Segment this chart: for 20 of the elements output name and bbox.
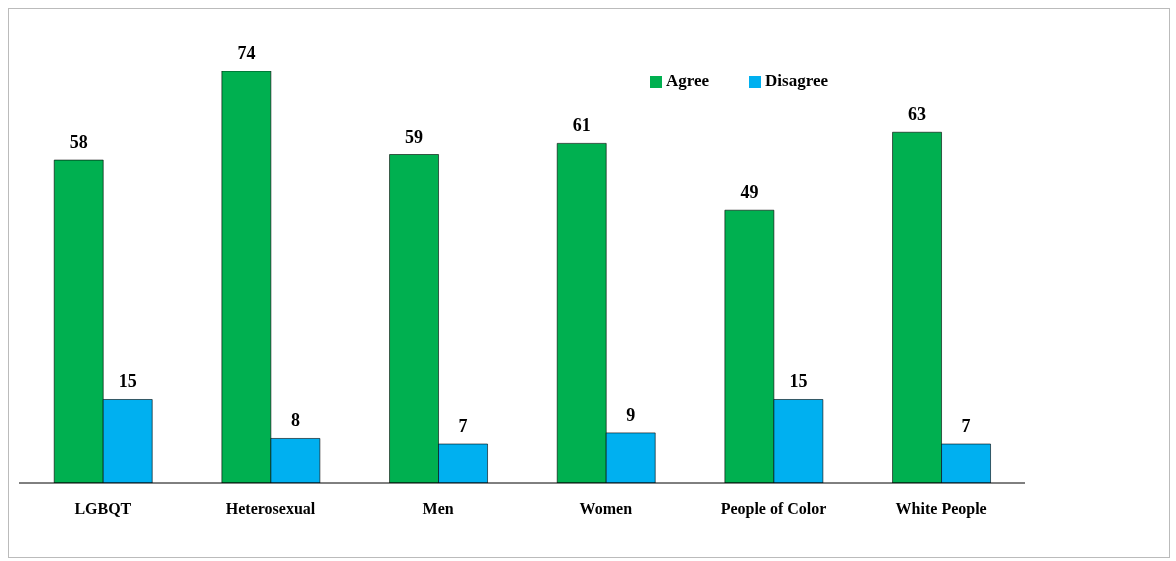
legend-label: Disagree [765,71,829,90]
data-label: 9 [626,404,636,425]
data-label: 61 [572,115,591,136]
x-tick-label: Women [579,500,633,518]
data-label: 7 [961,416,971,437]
x-tick-label: LGBQT [74,500,132,518]
data-label: 49 [740,182,759,203]
legend-label: Agree [665,71,710,90]
data-label: 74 [237,43,256,63]
data-label: 15 [789,371,808,392]
x-tick-label: People of Color [720,500,827,519]
data-label: 15 [118,371,137,392]
x-tick-label: Heterosexual [225,500,316,518]
data-label: 7 [458,416,468,437]
data-label: 8 [290,410,300,431]
data-label: 59 [405,126,424,147]
data-label: 63 [908,104,927,125]
x-tick-label: White People [895,500,987,519]
x-tick-label: Men [422,500,454,518]
data-label: 58 [69,132,88,153]
